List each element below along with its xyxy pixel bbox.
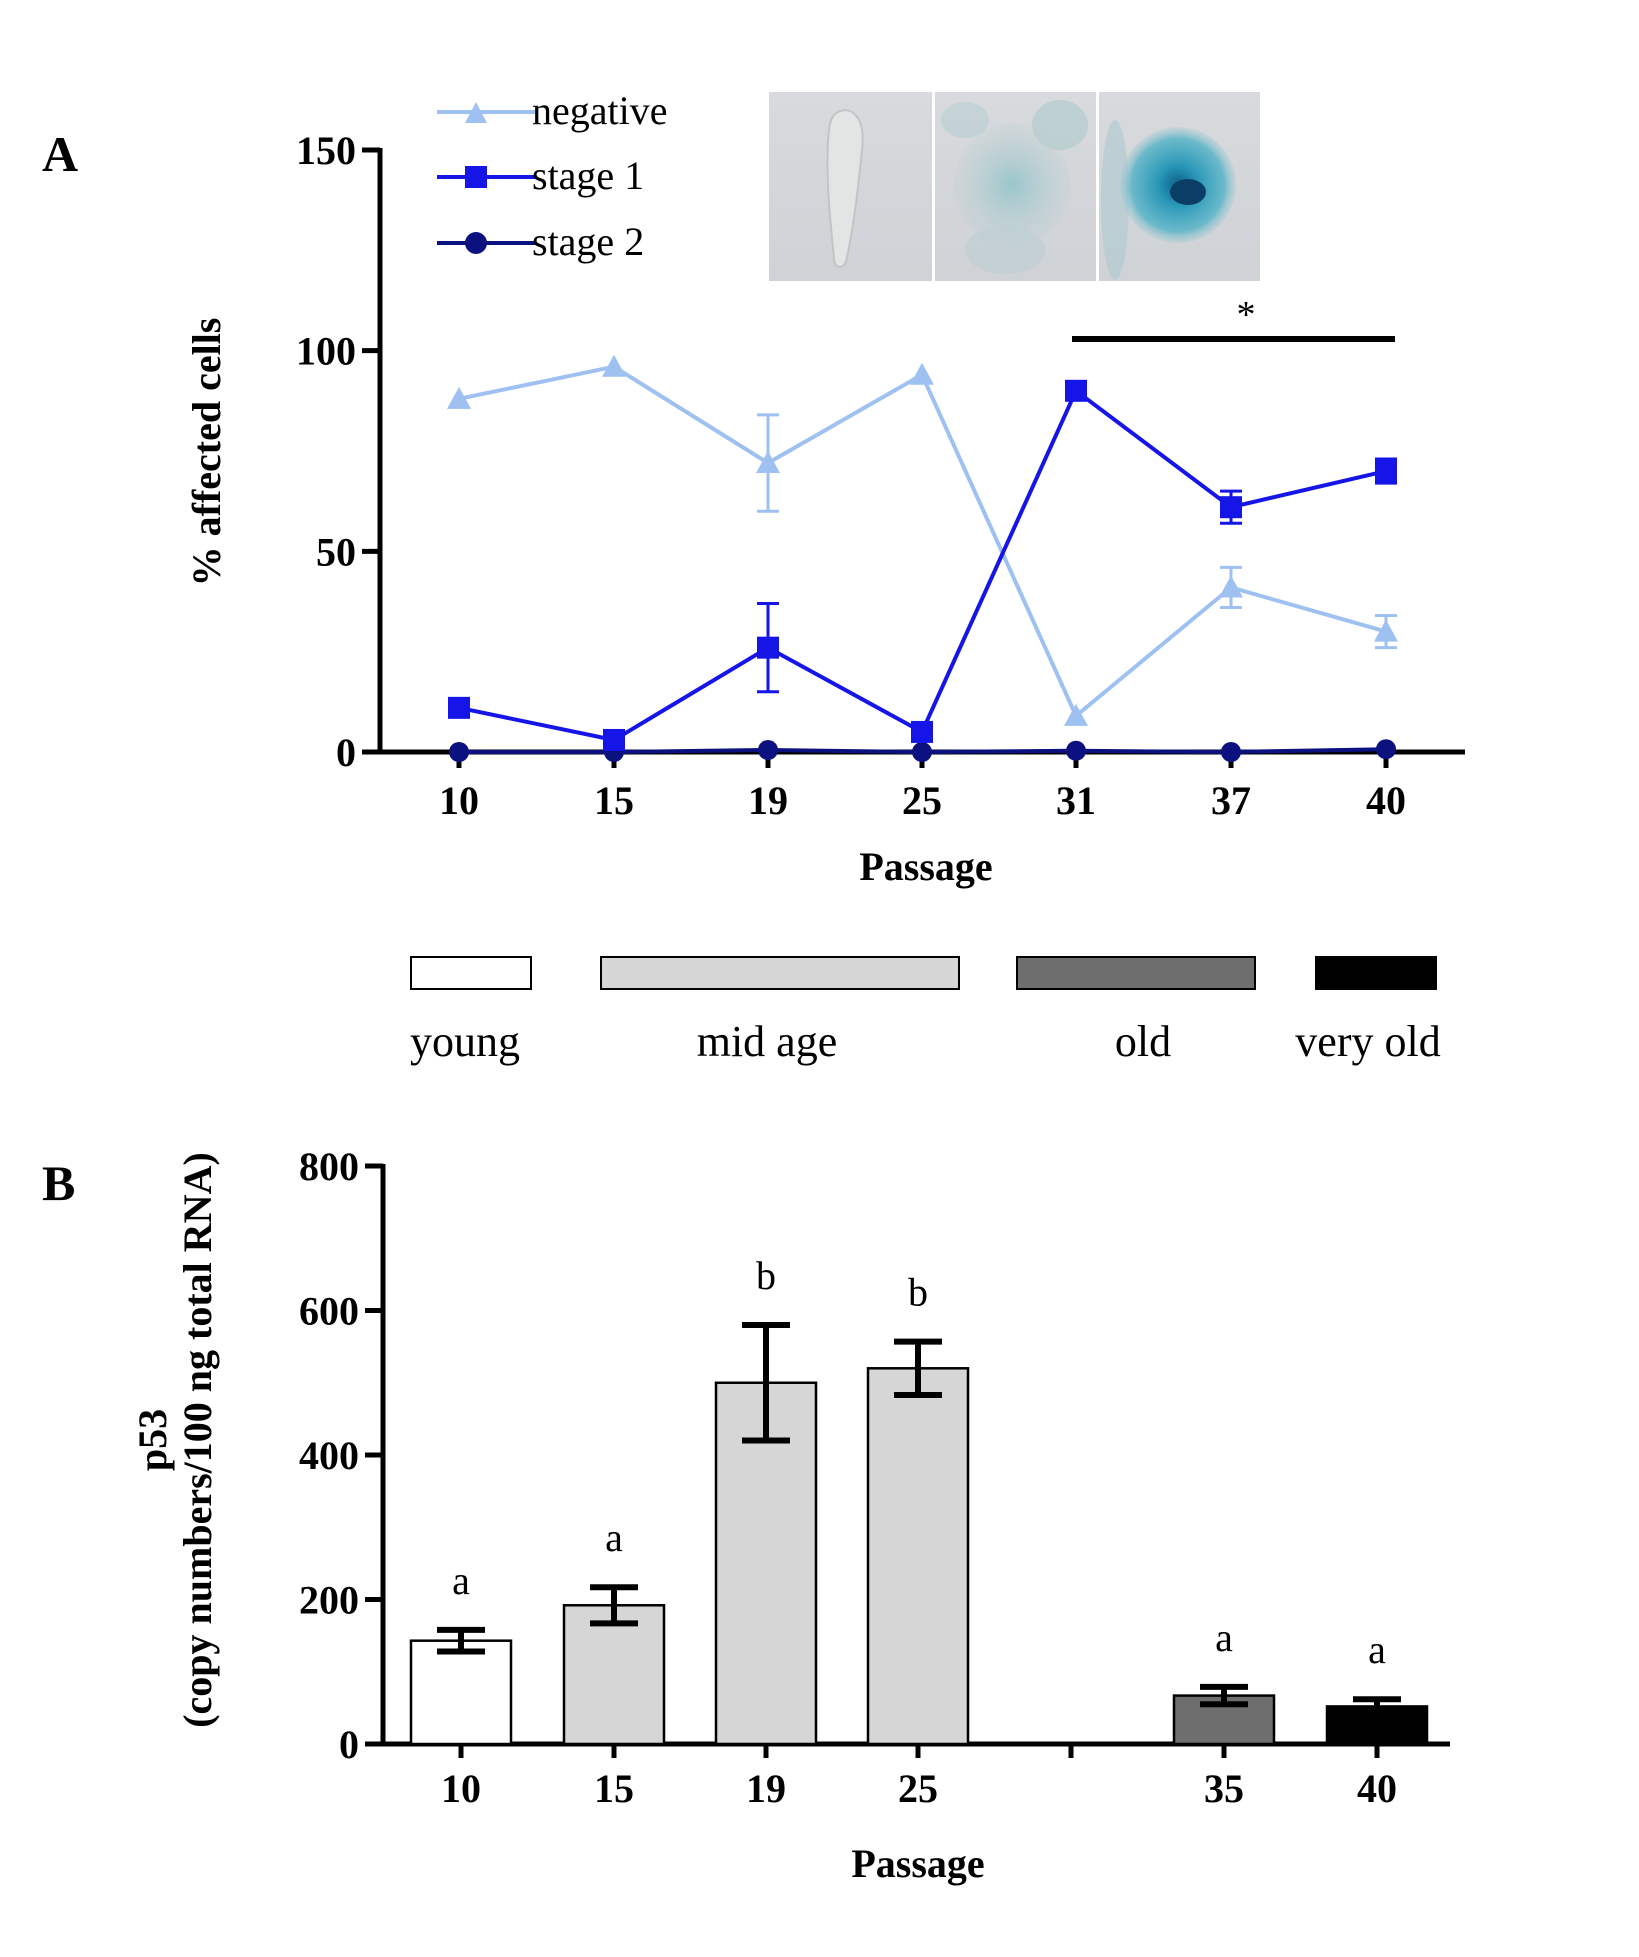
significance-letter: a bbox=[452, 1558, 470, 1603]
very-old-swatch bbox=[1315, 956, 1437, 990]
data-point-triangle bbox=[1064, 703, 1088, 726]
panel-b-x-axis-title: Passage bbox=[851, 1841, 984, 1886]
data-point-triangle bbox=[910, 362, 934, 385]
series-stage-1 bbox=[448, 379, 1397, 751]
data-point-square bbox=[603, 728, 625, 751]
x-tick-label: 15 bbox=[594, 778, 634, 823]
y-tick-label: 150 bbox=[296, 128, 356, 173]
significance-annotation: * bbox=[1072, 294, 1395, 342]
y-tick-label: 100 bbox=[296, 329, 356, 374]
y-tick-label: 400 bbox=[299, 1433, 359, 1478]
series-line bbox=[458, 364, 1387, 720]
bar-10 bbox=[409, 1639, 513, 1746]
data-point-square bbox=[757, 636, 779, 659]
series-stage-2 bbox=[449, 739, 1396, 762]
y-tick-label: 200 bbox=[299, 1578, 359, 1623]
data-point-triangle bbox=[1374, 619, 1398, 642]
panel-a-legend: negative stage 1 stage 2 bbox=[437, 88, 668, 264]
data-point-square bbox=[448, 696, 470, 719]
x-tick-label: 10 bbox=[439, 778, 479, 823]
data-point-square bbox=[911, 720, 933, 743]
significance-letter: b bbox=[908, 1270, 928, 1315]
panel-a-x-axis-title: Passage bbox=[859, 844, 992, 889]
significance-letter: a bbox=[605, 1515, 623, 1560]
data-point-triangle bbox=[602, 354, 626, 377]
young-swatch bbox=[410, 956, 532, 990]
data-point-square bbox=[1065, 379, 1087, 402]
y-tick-label: 50 bbox=[316, 529, 356, 574]
x-tick-label: 40 bbox=[1366, 778, 1406, 823]
x-tick-label: 25 bbox=[902, 778, 942, 823]
x-tick-label: 40 bbox=[1357, 1766, 1397, 1811]
y-tick-label: 0 bbox=[339, 1722, 359, 1767]
legend-triangle-marker bbox=[465, 102, 487, 123]
old-swatch bbox=[1016, 956, 1256, 990]
data-point-square bbox=[1375, 460, 1397, 483]
panel-b-y-axis: 0 200 400 600 800 10 15 19 25 35 40 bbox=[299, 1144, 1450, 1811]
series-negative bbox=[447, 354, 1398, 726]
legend-entry-stage-2: stage 2 bbox=[437, 219, 644, 264]
mid-age-swatch bbox=[600, 956, 960, 990]
legend-circle-marker bbox=[465, 232, 487, 254]
legend-label-stage-1: stage 1 bbox=[532, 153, 644, 198]
x-tick-label: 19 bbox=[748, 778, 788, 823]
x-tick-label: 19 bbox=[746, 1766, 786, 1811]
young-label: young bbox=[410, 1017, 520, 1066]
data-point-square bbox=[1220, 496, 1242, 519]
x-tick-label: 35 bbox=[1204, 1766, 1244, 1811]
panel-b-y-axis-title-line1: p53 bbox=[130, 1409, 175, 1471]
y-tick-label: 0 bbox=[336, 730, 356, 775]
series-line bbox=[458, 387, 1387, 743]
legend-label-negative: negative bbox=[532, 88, 668, 133]
y-tick-label: 600 bbox=[299, 1289, 359, 1334]
panel-a-y-axis-title: % affected cells bbox=[184, 318, 229, 587]
x-tick-label: 31 bbox=[1056, 778, 1096, 823]
x-tick-label: 15 bbox=[594, 1766, 634, 1811]
panel-b-bar-chart: 0 200 400 600 800 10 15 19 25 35 40 a a b b a a p53 (co… bbox=[130, 1144, 1450, 1886]
panel-a-line-chart: 0 50 100 150 10 15 19 25 31 37 40 % affected cells… bbox=[184, 88, 1465, 889]
cell-stage1-photo bbox=[935, 92, 1096, 281]
y-tick-label: 800 bbox=[299, 1144, 359, 1189]
data-point-circle bbox=[449, 742, 469, 762]
inset-photos bbox=[769, 92, 1260, 281]
cell-negative-photo bbox=[769, 92, 932, 281]
cell-stage2-photo bbox=[1099, 92, 1260, 281]
data-point-triangle bbox=[1219, 575, 1243, 598]
significance-letter: a bbox=[1215, 1615, 1233, 1660]
significance-asterisk: * bbox=[1237, 294, 1256, 336]
data-point-circle bbox=[912, 742, 932, 762]
legend-square-marker bbox=[465, 166, 487, 188]
bar-15 bbox=[562, 1604, 666, 1746]
data-point-triangle bbox=[756, 451, 780, 474]
legend-entry-negative: negative bbox=[437, 88, 668, 133]
very-old-label: very old bbox=[1295, 1017, 1440, 1066]
mid-age-label: mid age bbox=[697, 1017, 838, 1066]
legend-label-stage-2: stage 2 bbox=[532, 219, 644, 264]
panel-b-label: B bbox=[42, 1155, 75, 1211]
panel-a-label: A bbox=[42, 126, 78, 182]
significance-letter: b bbox=[756, 1253, 776, 1298]
data-point-triangle bbox=[447, 386, 471, 409]
x-tick-label: 37 bbox=[1211, 778, 1251, 823]
data-point-circle bbox=[758, 739, 778, 760]
x-tick-label: 25 bbox=[898, 1766, 938, 1811]
data-point-circle bbox=[1376, 739, 1396, 760]
age-group-legend: young mid age old very old bbox=[410, 956, 1441, 1066]
x-tick-label: 10 bbox=[441, 1766, 481, 1811]
data-point-circle bbox=[1066, 740, 1086, 761]
old-label: old bbox=[1115, 1017, 1171, 1066]
legend-entry-stage-1: stage 1 bbox=[437, 153, 644, 198]
bar-25 bbox=[866, 1367, 970, 1746]
significance-letter: a bbox=[1368, 1627, 1386, 1672]
data-point-circle bbox=[1221, 742, 1241, 762]
panel-b-y-axis-title-line2: (copy numbers/100 ng total RNA) bbox=[175, 1152, 220, 1728]
